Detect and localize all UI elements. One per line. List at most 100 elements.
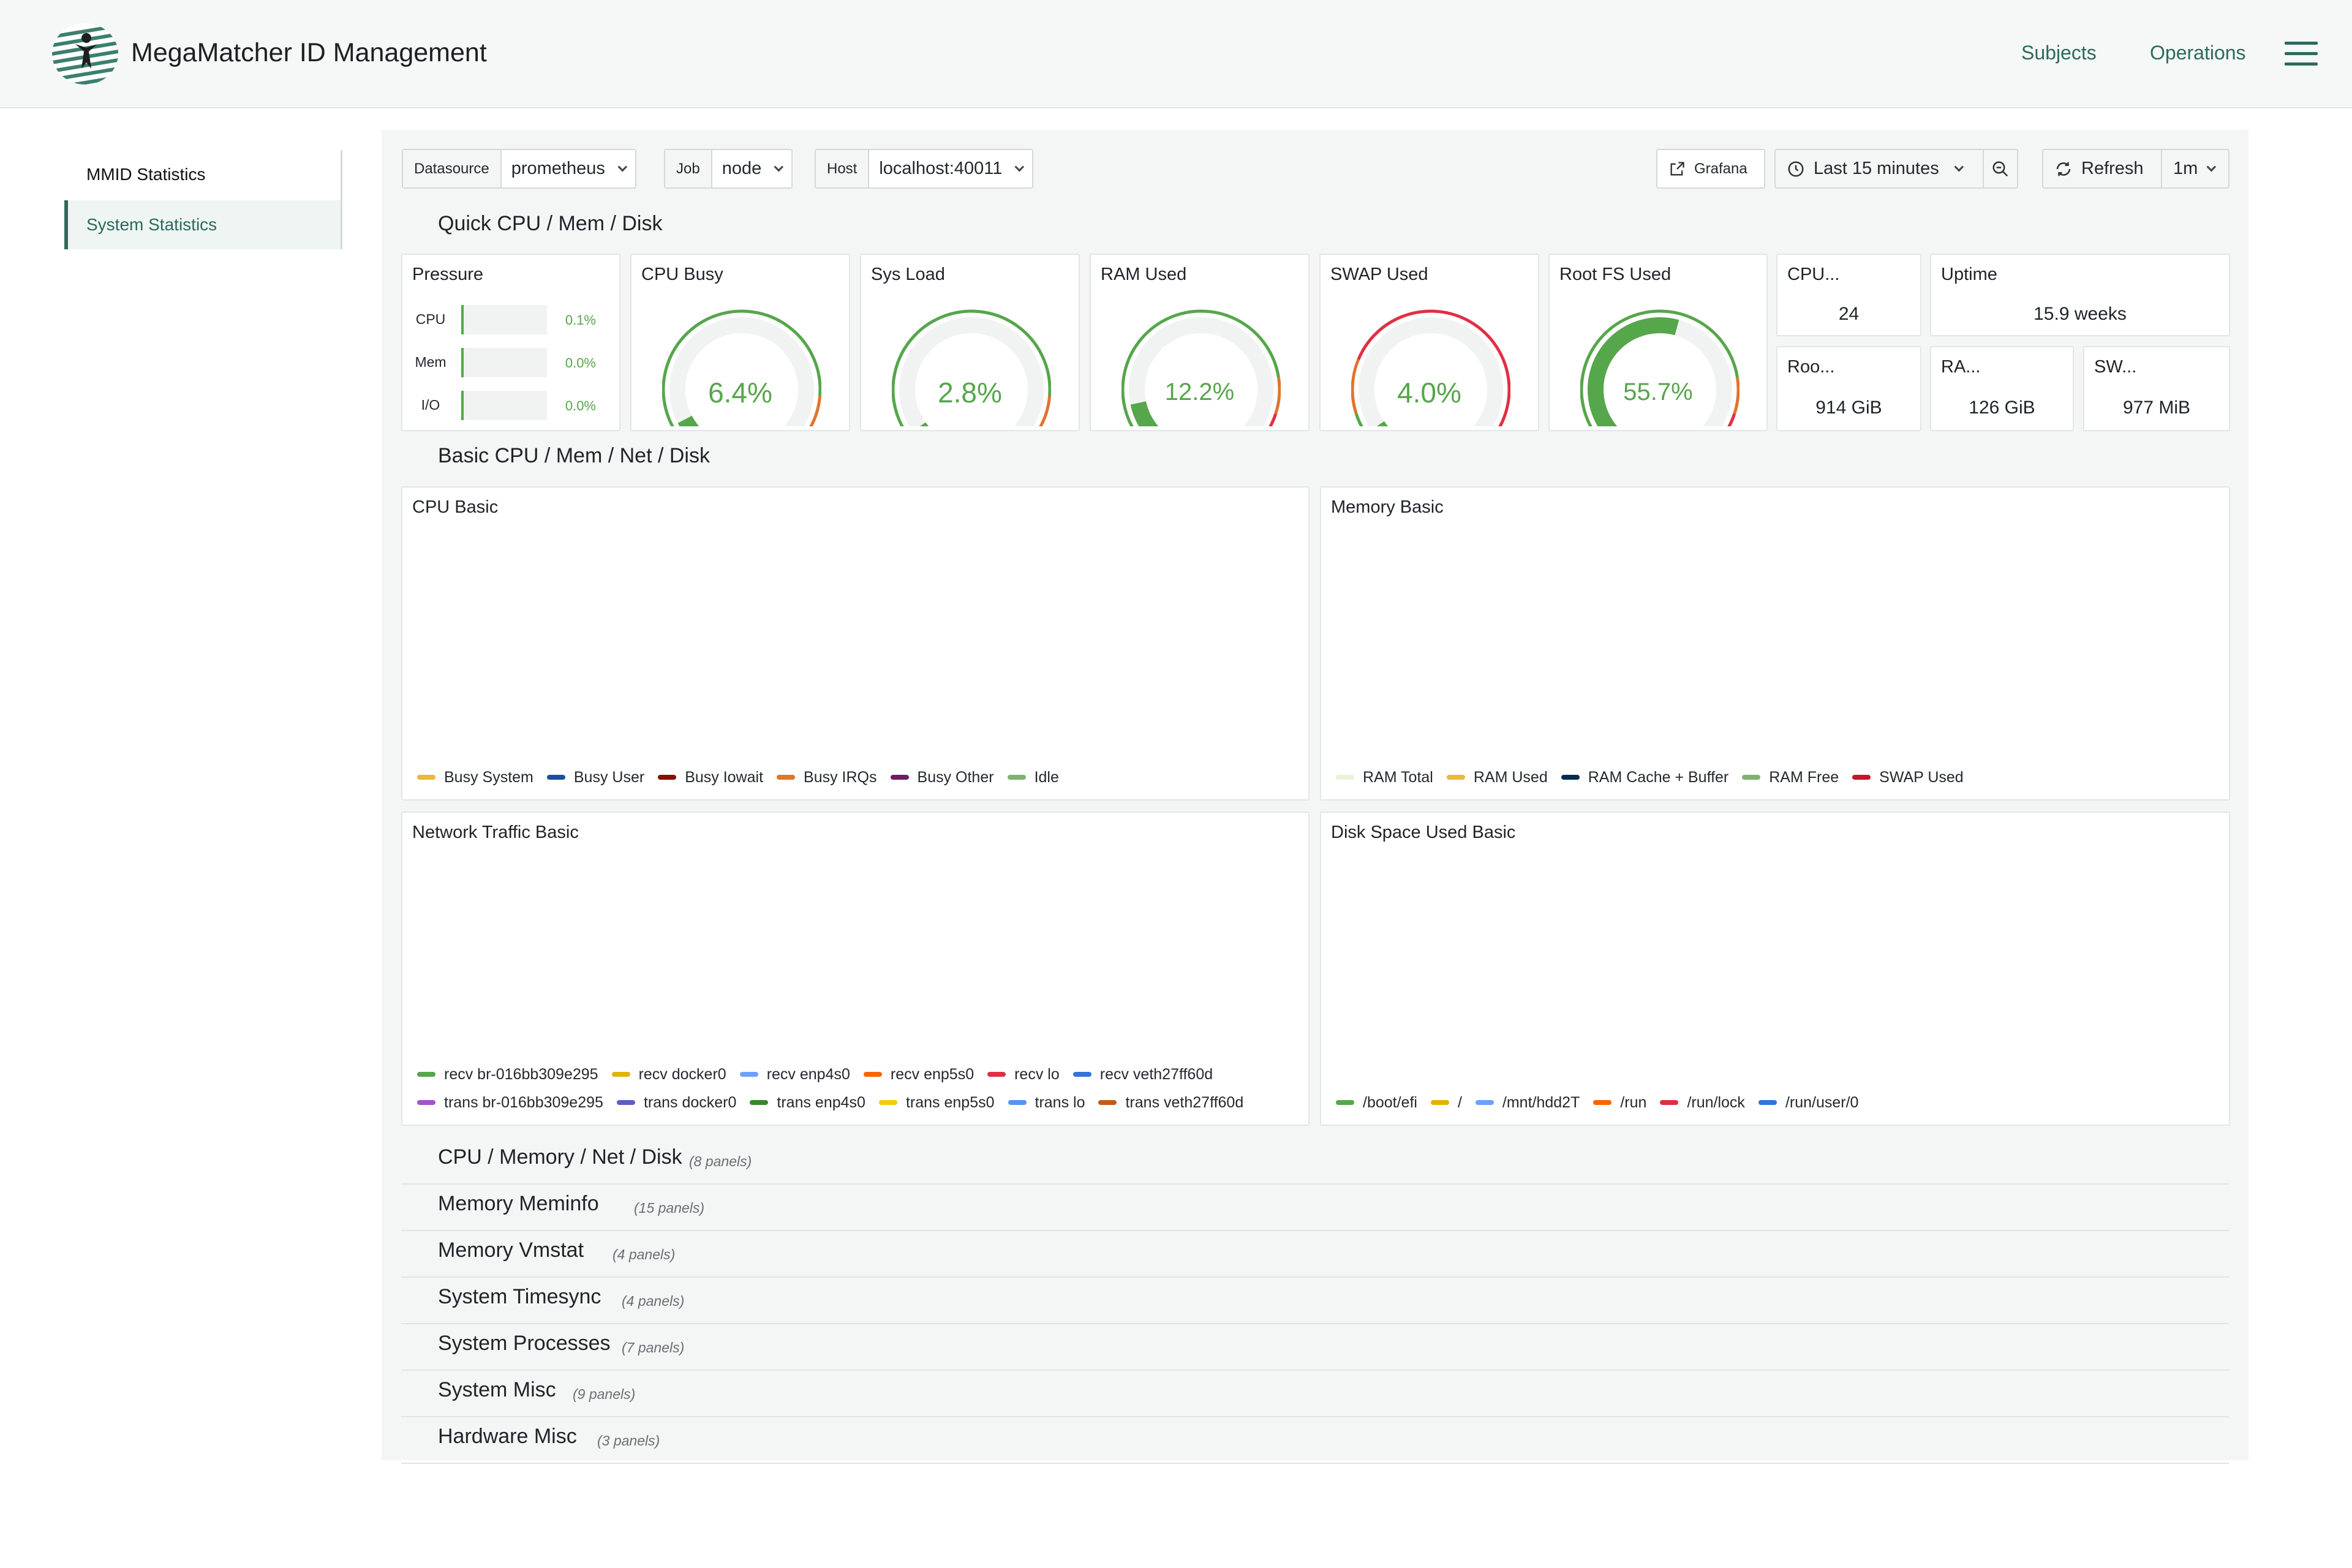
- panel-title: SWAP Used: [1330, 265, 1428, 284]
- chevron-down-icon: [617, 162, 627, 172]
- legend-item[interactable]: RAM Total: [1336, 763, 1433, 791]
- zoom-out-button[interactable]: [1983, 150, 2017, 187]
- host-select[interactable]: localhost:40011: [869, 150, 1032, 187]
- grafana-button[interactable]: Grafana: [1656, 149, 1765, 189]
- collapsed-row[interactable]: CPU / Memory / Net / Disk (8 panels): [401, 1139, 2229, 1185]
- legend-item[interactable]: Busy Iowait: [658, 763, 763, 791]
- legend-label: RAM Free: [1769, 768, 1839, 786]
- row-title[interactable]: CPU / Memory / Net / Disk: [438, 1145, 682, 1169]
- gauge-threshold-arc: [809, 395, 821, 426]
- job-select[interactable]: node: [712, 150, 792, 187]
- legend-item[interactable]: trans br-016bb309e295: [417, 1088, 603, 1117]
- row-title[interactable]: System Timesync: [438, 1285, 601, 1308]
- legend-item[interactable]: trans docker0: [616, 1088, 737, 1117]
- legend-item[interactable]: RAM Used: [1446, 763, 1548, 791]
- cpu-basic-panel: CPU Basic Busy System Busy User Busy Iowai…: [401, 486, 1310, 801]
- legend-label: RAM Used: [1473, 768, 1548, 786]
- collapsed-row[interactable]: System Misc (9 panels): [401, 1372, 2229, 1417]
- gauge-panel-cpu-busy: CPU Busy 6.4%: [630, 254, 850, 431]
- legend-item[interactable]: recv lo: [987, 1060, 1060, 1088]
- legend-item[interactable]: RAM Free: [1742, 763, 1839, 791]
- chart-legend: /boot/efi / /mnt/hdd2T/run/run/lock/run/us…: [1336, 1088, 2212, 1117]
- row-title[interactable]: System Processes: [438, 1332, 611, 1355]
- legend-item[interactable]: RAM Cache + Buffer: [1561, 763, 1728, 791]
- row-title[interactable]: Hardware Misc: [438, 1425, 577, 1448]
- refresh-picker[interactable]: Refresh 1m: [2042, 149, 2230, 189]
- refresh-button[interactable]: Refresh: [2043, 150, 2161, 187]
- legend-swatch: [1007, 775, 1026, 780]
- legend-label: recv veth27ff60d: [1099, 1065, 1213, 1083]
- refresh-label: Refresh: [2081, 159, 2144, 178]
- panel-title: SW...: [2094, 357, 2137, 377]
- gauge-track: [669, 317, 814, 426]
- legend-item[interactable]: Idle: [1007, 763, 1059, 791]
- legend-item[interactable]: /run/user/0: [1758, 1088, 1858, 1117]
- time-range-button[interactable]: Last 15 minutes: [1776, 150, 1983, 187]
- app-logo-icon[interactable]: [51, 20, 119, 86]
- menu-hamburger-icon[interactable]: [2285, 42, 2318, 66]
- legend-item[interactable]: recv br-016bb309e295: [417, 1060, 598, 1088]
- legend-label: trans enp5s0: [905, 1093, 995, 1111]
- sidebar-heading-mmid-statistics[interactable]: MMID Statistics: [86, 165, 206, 184]
- datasource-select[interactable]: prometheus: [502, 150, 635, 187]
- legend-label: /boot/efi: [1363, 1093, 1417, 1111]
- legend-item[interactable]: Busy User: [546, 763, 644, 791]
- legend-item[interactable]: recv veth27ff60d: [1072, 1060, 1213, 1088]
- collapsed-row[interactable]: Memory Vmstat (4 panels): [401, 1232, 2229, 1278]
- legend-item[interactable]: trans enp5s0: [878, 1088, 995, 1117]
- row-title[interactable]: Memory Meminfo: [438, 1192, 599, 1215]
- nav-operations-link[interactable]: Operations: [2150, 42, 2246, 64]
- job-label: Job: [665, 150, 712, 187]
- row-title[interactable]: Memory Vmstat: [438, 1238, 584, 1262]
- grafana-label: Grafana: [1694, 160, 1747, 177]
- sidebar-item-system-statistics[interactable]: System Statistics: [64, 200, 341, 249]
- legend-item[interactable]: Busy Other: [890, 763, 994, 791]
- app-header: MegaMatcher ID Management Subjects Opera…: [0, 0, 2352, 108]
- legend-item[interactable]: trans veth27ff60d: [1098, 1088, 1243, 1117]
- legend-label: trans docker0: [643, 1093, 737, 1111]
- pressure-bar-fill: [461, 348, 464, 377]
- collapsed-row[interactable]: System Processes (7 panels): [401, 1325, 2229, 1371]
- time-range-picker[interactable]: Last 15 minutes: [1774, 149, 2018, 189]
- gauge-value: 55.7%: [1623, 379, 1693, 405]
- legend-item[interactable]: trans lo: [1008, 1088, 1085, 1117]
- row-title[interactable]: System Misc: [438, 1378, 556, 1401]
- legend-swatch: [616, 1100, 635, 1105]
- gauge-value: 4.0%: [1397, 377, 1461, 409]
- legend-item[interactable]: Busy System: [417, 763, 533, 791]
- panel-title: Memory Basic: [1331, 497, 1444, 517]
- legend-item[interactable]: Busy IRQs: [777, 763, 877, 791]
- legend-swatch: [890, 775, 909, 780]
- chevron-down-icon: [774, 162, 784, 172]
- legend-label: trans lo: [1035, 1093, 1085, 1111]
- legend-item[interactable]: recv enp5s0: [863, 1060, 974, 1088]
- legend-swatch: [417, 775, 435, 780]
- legend-item[interactable]: trans enp4s0: [750, 1088, 865, 1117]
- row-title-basic[interactable]: Basic CPU / Mem / Net / Disk: [438, 444, 710, 467]
- nav-subjects-link[interactable]: Subjects: [2021, 42, 2097, 64]
- legend-swatch: [1593, 1100, 1612, 1105]
- legend-item[interactable]: /run/lock: [1660, 1088, 1745, 1117]
- legend-item[interactable]: recv enp4s0: [739, 1060, 850, 1088]
- gauge-threshold-arc: [1580, 309, 1739, 426]
- collapsed-row[interactable]: System Timesync (4 panels): [401, 1279, 2229, 1324]
- row-title-quick[interactable]: Quick CPU / Mem / Disk: [438, 212, 663, 235]
- legend-label: Busy Iowait: [685, 768, 764, 786]
- legend-item[interactable]: /mnt/hdd2T: [1475, 1088, 1580, 1117]
- panel-title: CPU Busy: [641, 265, 723, 284]
- legend-item[interactable]: /: [1430, 1088, 1462, 1117]
- collapsed-row[interactable]: Hardware Misc (3 panels): [401, 1419, 2229, 1464]
- legend-swatch: [1430, 1100, 1449, 1105]
- legend-item[interactable]: recv docker0: [611, 1060, 726, 1088]
- gauge-panel-ram-used: RAM Used 12.2%: [1090, 254, 1310, 431]
- memory-basic-panel: Memory Basic RAM Total RAM Used RAM Cache …: [1320, 486, 2230, 801]
- legend-label: recv lo: [1014, 1065, 1060, 1083]
- legend-item[interactable]: /boot/efi: [1336, 1088, 1417, 1117]
- legend-item[interactable]: /run: [1593, 1088, 1646, 1117]
- swap-total-stat-panel: SW... 977 MiB: [2083, 346, 2230, 431]
- legend-item[interactable]: SWAP Used: [1852, 763, 1964, 791]
- collapsed-row[interactable]: Memory Meminfo (15 panels): [401, 1186, 2229, 1231]
- refresh-interval-select[interactable]: 1m: [2161, 150, 2224, 187]
- host-value: localhost:40011: [879, 159, 1003, 178]
- pressure-label: Mem: [415, 354, 447, 370]
